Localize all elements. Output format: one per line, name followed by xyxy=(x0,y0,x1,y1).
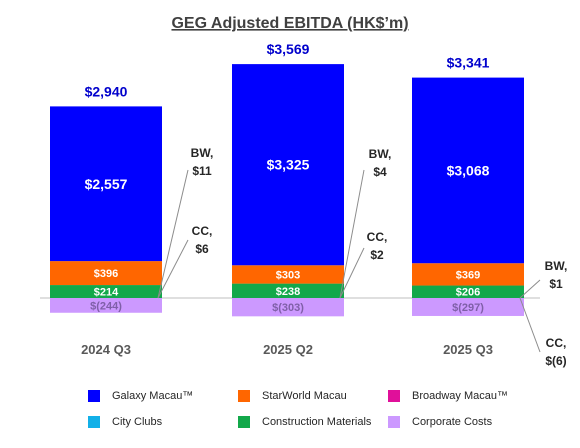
legend-label-galaxy-macau: Galaxy Macau™ xyxy=(112,390,194,402)
bar-segment-corporate-costs xyxy=(50,298,162,313)
legend-swatch-construction-materials xyxy=(238,416,250,428)
legend-swatch-galaxy-macau xyxy=(88,390,100,402)
data-label-construction-materials: $214 xyxy=(94,286,119,298)
total-label: $2,940 xyxy=(85,83,128,99)
total-label: $3,341 xyxy=(447,55,490,71)
legend-item-construction-materials: Construction Materials xyxy=(238,416,371,428)
bar-segment-starworld-macau xyxy=(412,263,524,286)
data-label-starworld-macau: $303 xyxy=(276,269,300,281)
legend-item-broadway-macau: Broadway Macau™ xyxy=(388,390,508,402)
chart-title: GEG Adjusted EBITDA (HK$’m) xyxy=(171,15,408,32)
data-label-corporate-costs: $(303) xyxy=(272,302,304,314)
data-label-corporate-costs: $(297) xyxy=(452,302,484,314)
legend: Galaxy Macau™ StarWorld Macau Broadway M… xyxy=(88,390,568,438)
callout-leader-line xyxy=(157,239,189,299)
bar-segment-starworld-macau xyxy=(232,265,344,284)
callout-value-city-clubs: $(6) xyxy=(545,354,566,368)
data-label-corporate-costs: $(244) xyxy=(90,300,122,312)
legend-item-starworld-macau: StarWorld Macau xyxy=(238,390,347,402)
callout-value-city-clubs: $6 xyxy=(195,242,209,256)
legend-label-broadway-macau: Broadway Macau™ xyxy=(412,390,508,402)
callout-value-broadway-macau: $1 xyxy=(549,277,563,291)
callout-value-city-clubs: $2 xyxy=(370,248,384,262)
data-label-construction-materials: $206 xyxy=(456,287,480,299)
bar-segment-corporate-costs xyxy=(412,298,524,316)
callout-value-broadway-macau: $11 xyxy=(192,164,212,178)
callout-leader-line xyxy=(339,247,365,299)
bar-segment-construction-materials xyxy=(412,285,524,298)
legend-swatch-broadway-macau xyxy=(388,390,400,402)
total-label: $3,569 xyxy=(267,41,310,57)
bar-segment-starworld-macau xyxy=(50,261,162,286)
callout-label-broadway-macau: BW, xyxy=(545,259,568,273)
legend-item-galaxy-macau: Galaxy Macau™ xyxy=(88,390,193,402)
bar-segment-galaxy-macau xyxy=(232,64,344,266)
category-label: 2025 Q3 xyxy=(443,342,493,357)
data-label-galaxy-macau: $2,557 xyxy=(85,176,128,192)
data-label-construction-materials: $238 xyxy=(276,286,300,298)
legend-swatch-starworld-macau xyxy=(238,390,250,402)
bar-segment-galaxy-macau xyxy=(50,106,162,262)
legend-label-corporate-costs: Corporate Costs xyxy=(412,416,493,428)
callout-label-city-clubs: CC, xyxy=(546,336,567,350)
category-label: 2024 Q3 xyxy=(81,342,131,357)
data-label-starworld-macau: $369 xyxy=(456,269,480,281)
category-label: 2025 Q2 xyxy=(263,342,313,357)
bar-segment-construction-materials xyxy=(50,285,162,298)
data-label-galaxy-macau: $3,068 xyxy=(447,162,490,178)
legend-item-city-clubs: City Clubs xyxy=(88,416,162,428)
bar-segment-construction-materials xyxy=(232,283,344,298)
callout-leader-line xyxy=(157,169,189,299)
legend-label-construction-materials: Construction Materials xyxy=(262,416,372,428)
bar-segment-galaxy-macau xyxy=(412,77,524,264)
legend-swatch-corporate-costs xyxy=(388,416,400,428)
legend-label-city-clubs: City Clubs xyxy=(112,416,163,428)
callout-leader-line xyxy=(339,169,365,299)
callout-label-broadway-macau: BW, xyxy=(191,146,214,160)
legend-label-starworld-macau: StarWorld Macau xyxy=(262,390,347,402)
legend-swatch-city-clubs xyxy=(88,416,100,428)
callout-value-broadway-macau: $4 xyxy=(373,165,387,179)
callout-leader-line xyxy=(519,297,541,353)
legend-item-corporate-costs: Corporate Costs xyxy=(388,416,492,428)
callout-leader-line xyxy=(519,279,541,299)
data-label-galaxy-macau: $3,325 xyxy=(267,157,310,173)
bar-segment-corporate-costs xyxy=(232,298,344,317)
callout-label-city-clubs: CC, xyxy=(192,224,213,238)
data-label-starworld-macau: $396 xyxy=(94,268,118,280)
callout-label-broadway-macau: BW, xyxy=(369,147,392,161)
callout-label-city-clubs: CC, xyxy=(367,230,388,244)
